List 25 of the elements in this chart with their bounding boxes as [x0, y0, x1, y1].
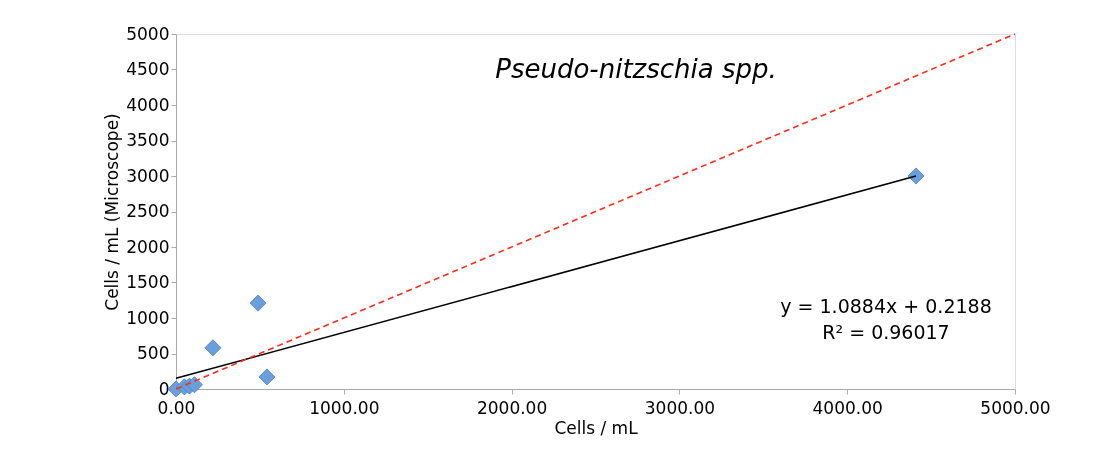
y-tick-label: 0: [158, 378, 170, 399]
y-tick-label: 1500: [126, 272, 170, 292]
x-tick-label: 2000.00: [476, 397, 548, 418]
y-tick-label: 2000: [126, 236, 170, 257]
y-tick-label: 500: [137, 343, 170, 363]
point: [204, 339, 222, 357]
y-tick-label: 3000: [126, 165, 170, 186]
y-axis-title: Cells / mL (Microscope): [102, 113, 123, 311]
x-tick-label: 5000.00: [980, 397, 1051, 418]
y-tick-label: 2500: [126, 201, 170, 221]
y-tick-label: 1000: [126, 307, 170, 328]
x-tick-label: 4000.00: [812, 397, 883, 418]
point: [258, 368, 276, 386]
y-tick-label: 5000: [126, 23, 170, 44]
y-tick-label: 4000: [126, 94, 170, 115]
x-tick-label: 3000.00: [644, 397, 716, 418]
point: [249, 294, 267, 312]
annotation: R² = 0.96017: [822, 321, 950, 343]
annotation: y = 1.0884x + 0.2188: [780, 295, 992, 317]
y-tick-label: 3500: [126, 130, 170, 150]
y-tick-label: 4500: [126, 59, 170, 79]
x-tick-label: 1000.00: [309, 397, 380, 418]
x-axis-title: Cells / mL: [554, 417, 639, 438]
text: Pseudo-nitzschia spp.: [495, 54, 777, 84]
x-tick-label: 0.00: [157, 397, 196, 418]
